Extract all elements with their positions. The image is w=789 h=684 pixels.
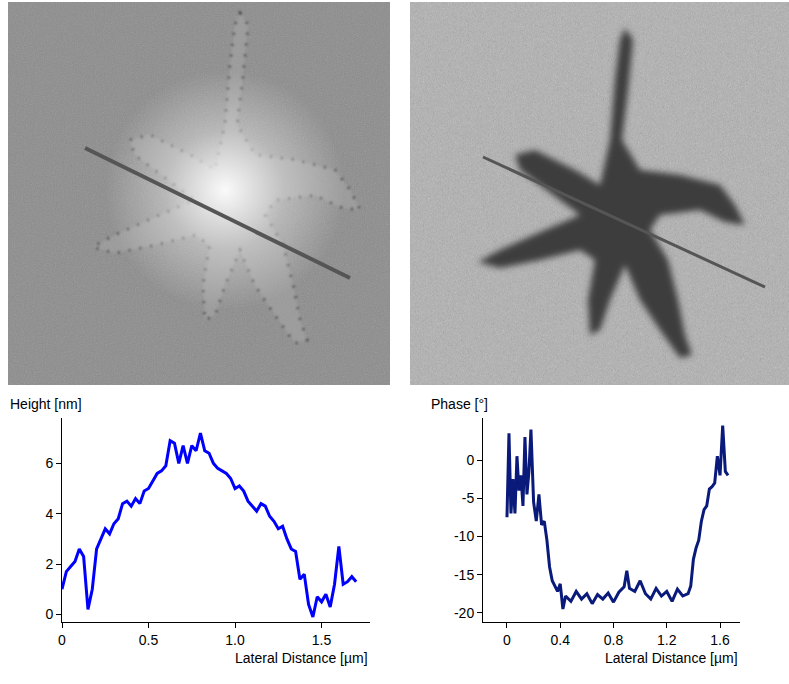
- svg-text:0.4: 0.4: [550, 632, 570, 648]
- svg-text:6: 6: [45, 455, 53, 471]
- svg-text:Height [nm]: Height [nm]: [10, 396, 82, 412]
- svg-text:2: 2: [45, 556, 53, 572]
- svg-text:-20: -20: [454, 605, 474, 621]
- svg-text:4: 4: [45, 506, 53, 522]
- svg-text:0: 0: [503, 632, 511, 648]
- svg-text:Phase [°]: Phase [°]: [431, 396, 488, 412]
- svg-text:Lateral Distance [µm]: Lateral Distance [µm]: [235, 650, 368, 666]
- svg-text:0: 0: [58, 632, 66, 648]
- svg-text:-15: -15: [454, 567, 474, 583]
- svg-text:0.5: 0.5: [139, 632, 159, 648]
- svg-text:0: 0: [45, 606, 53, 622]
- svg-text:1.0: 1.0: [225, 632, 245, 648]
- svg-text:0.8: 0.8: [604, 632, 624, 648]
- svg-text:-5: -5: [462, 490, 475, 506]
- svg-text:1.6: 1.6: [710, 632, 730, 648]
- svg-text:0: 0: [466, 452, 474, 468]
- svg-text:1.5: 1.5: [312, 632, 332, 648]
- svg-text:-10: -10: [454, 528, 474, 544]
- svg-text:1.2: 1.2: [657, 632, 677, 648]
- svg-text:Lateral Distance [µm]: Lateral Distance [µm]: [605, 650, 738, 666]
